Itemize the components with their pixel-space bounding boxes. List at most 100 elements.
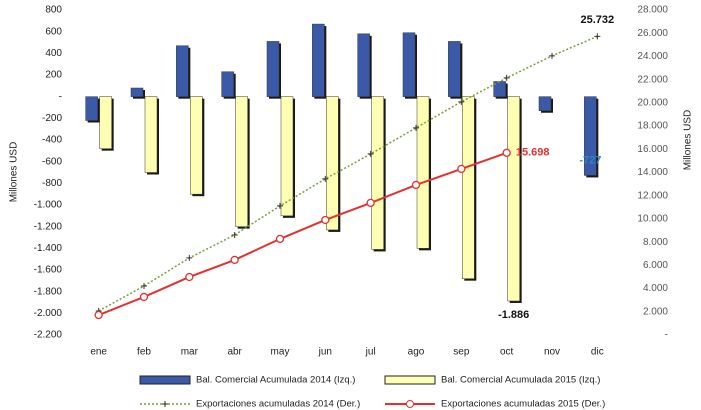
y2-tick-label: 10.000 [637,214,668,225]
x-tick-label: dic [591,347,604,358]
x-tick-label: sep [453,347,470,358]
bar [402,32,416,97]
x-tick-label: mar [181,347,199,358]
bar [99,96,112,149]
marker [186,254,193,261]
y-tick-label: 800 [45,5,62,16]
bar [538,96,552,111]
bar [416,96,430,249]
marker [366,198,375,208]
x-tick-label: nov [544,347,560,358]
y-tick-label: -200 [42,113,62,124]
marker [185,272,194,282]
y-tick-label: -2.200 [34,330,63,341]
line [98,35,598,312]
x-tick-label: oct [500,347,514,358]
marker [549,52,555,59]
marker [321,215,330,225]
bar [85,96,98,121]
x-tick-label: jun [318,347,332,358]
y2-tick-label: 24.000 [637,51,668,62]
y-tick-label: 200 [45,70,62,81]
marker [594,33,601,40]
bar [235,96,248,227]
marker [275,234,285,244]
y2-tick-label: 22.000 [637,74,668,85]
marker [139,292,149,302]
y2-tick-label: 8.000 [643,237,668,248]
legend-swatch [139,375,191,385]
marker [277,202,283,209]
y-tick-label: -800 [42,178,62,189]
bar [176,45,189,97]
x-tick-label: ene [90,347,107,358]
marker [231,231,238,238]
y2-tick-label: 12.000 [637,190,668,201]
y-tick-label: -1.000 [34,200,63,211]
bar [312,23,325,97]
marker [141,283,147,290]
bar [584,96,597,176]
y-tick-label: - [59,91,62,102]
data-label: 15.698 [516,147,550,159]
legend-label: Bal. Comercial Acumulada 2015 (Izq.) [441,375,600,386]
bar [266,41,280,97]
marker [94,310,103,320]
line [98,151,508,316]
legend-label: Bal. Comercial Acumulada 2014 (Izq.) [196,375,355,386]
y2-axis-label: Millones USD [683,110,694,171]
bar [280,96,294,217]
marker [230,255,239,265]
y-tick-label: -1.200 [34,221,63,232]
y-axis-label: Millones USD [9,142,20,203]
bar [326,96,339,231]
legend-swatch [162,401,168,407]
bar [221,71,234,97]
x-tick-label: may [271,347,290,358]
bar [493,81,506,97]
marker [503,74,510,81]
legend-label: Exportaciones acumuladas 2015 (Der.) [441,399,605,410]
y2-tick-label: 14.000 [637,167,668,178]
marker [322,175,329,182]
marker [457,164,466,174]
y2-tick-label: 2.000 [643,306,668,317]
y2-tick-label: 26.000 [637,28,668,39]
y2-tick-label: 28.000 [637,5,668,16]
y-tick-label: 600 [45,26,62,37]
x-tick-label: feb [137,347,151,358]
bar [130,87,144,97]
marker [367,150,374,157]
y-tick-label: -1.800 [34,286,63,297]
marker [502,148,511,157]
bar [190,96,203,195]
bar [371,96,384,250]
y-tick-label: 400 [45,48,62,59]
y2-tick-label: 16.000 [637,144,668,155]
data-label: -727 [579,154,601,166]
x-tick-label: jul [365,347,376,358]
y-tick-label: -1.600 [34,265,63,276]
y-tick-label: -1.400 [34,243,63,254]
data-label: 25.732 [581,14,615,26]
legend-label: Exportaciones acumuladas 2014 (Der.) [196,399,360,410]
marker [413,124,419,131]
y2-tick-label: 20.000 [637,97,668,108]
legend-swatch [406,400,414,408]
bar [144,96,158,173]
y-tick-label: -600 [42,156,62,167]
data-label: -1.886 [498,309,529,321]
marker [411,180,421,190]
marker [458,98,465,105]
bar [507,96,520,302]
y2-tick-label: 6.000 [643,260,668,271]
x-tick-label: abr [227,347,242,358]
bar [448,41,461,97]
y-tick-label: -400 [42,135,62,146]
x-tick-label: ago [408,347,425,358]
y2-tick-label: 4.000 [643,283,668,294]
y2-tick-label: 18.000 [637,121,668,132]
bar [462,96,475,279]
y-tick-label: -2.000 [34,308,63,319]
